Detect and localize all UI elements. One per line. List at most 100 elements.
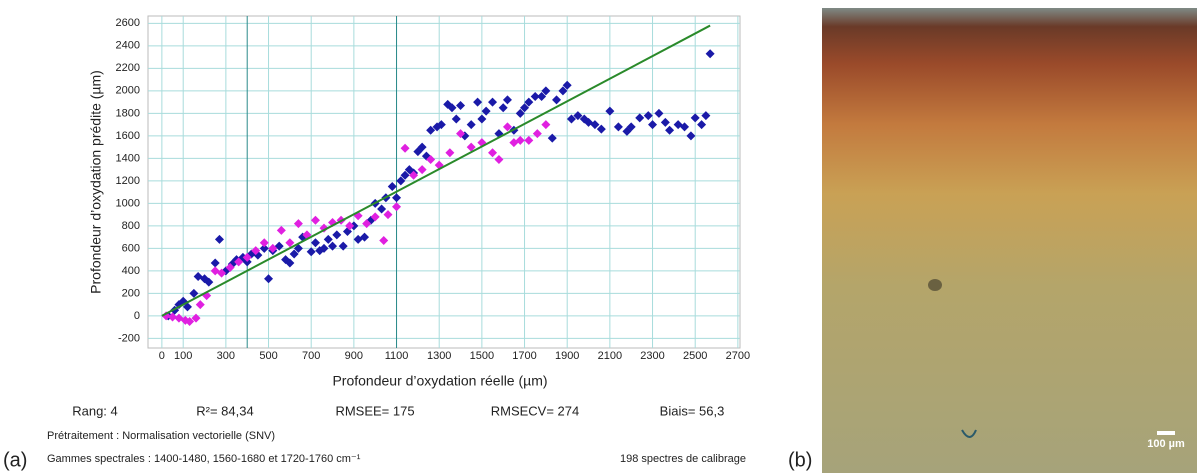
y-tick-label: 1000 <box>116 197 140 209</box>
point <box>168 312 178 322</box>
point <box>310 215 320 225</box>
panel-label: (a) <box>3 449 27 471</box>
point <box>210 258 220 268</box>
point <box>502 122 512 132</box>
point <box>573 111 583 121</box>
x-tick-label: 300 <box>217 350 235 362</box>
point <box>400 170 410 180</box>
point <box>654 108 664 118</box>
scale-bar <box>1157 431 1175 435</box>
point <box>498 103 508 113</box>
point <box>456 129 466 139</box>
y-tick-label: 1600 <box>116 130 140 142</box>
point <box>204 277 214 287</box>
y-tick-label: 2400 <box>116 40 140 52</box>
point <box>392 202 402 212</box>
point <box>660 117 670 127</box>
note: Gammes spectrales : 1400-1480, 1560-1680… <box>47 453 361 465</box>
x-tick-label: 1900 <box>555 350 579 362</box>
stat: Rang: 4 <box>72 403 118 418</box>
x-tick-label: 2300 <box>640 350 664 362</box>
x-tick-label: 700 <box>302 350 320 362</box>
point <box>520 103 530 113</box>
x-tick-label: 1700 <box>512 350 536 362</box>
x-tick-label: 1100 <box>385 350 409 362</box>
point <box>285 238 295 248</box>
x-tick-label: 2100 <box>598 350 622 362</box>
note: Prétraitement : Normalisation vectoriell… <box>47 430 275 442</box>
point <box>515 108 525 118</box>
point <box>524 97 534 107</box>
point <box>360 232 370 242</box>
point <box>383 210 393 220</box>
point <box>268 243 278 253</box>
point <box>242 252 252 262</box>
scale-label: 100 µm <box>1147 438 1185 450</box>
point <box>477 114 487 124</box>
panel-label: (b) <box>788 449 812 471</box>
y-tick-label: 400 <box>122 265 140 277</box>
point <box>225 263 235 273</box>
x-axis-title: Profondeur d’oxydation réelle (µm) <box>332 373 547 389</box>
point <box>705 49 715 59</box>
point <box>494 154 504 164</box>
x-tick-label: 1500 <box>470 350 494 362</box>
point <box>370 212 380 222</box>
fit-line <box>161 24 711 317</box>
point <box>626 122 636 132</box>
point <box>596 124 606 134</box>
point <box>377 204 387 214</box>
point <box>426 125 436 135</box>
micrograph-fiber <box>961 429 977 438</box>
x-tick-label: 0 <box>159 350 165 362</box>
point <box>562 80 572 90</box>
stat: RMSECV= 274 <box>491 403 580 418</box>
x-tick-label: 2700 <box>726 350 750 362</box>
point <box>214 234 224 244</box>
point <box>665 125 675 135</box>
y-tick-label: 800 <box>122 220 140 232</box>
point <box>323 234 333 244</box>
point <box>686 131 696 141</box>
micrograph <box>822 8 1197 473</box>
point <box>259 238 269 248</box>
point <box>319 243 329 253</box>
point <box>310 238 320 248</box>
point <box>447 103 457 113</box>
x-tick-label: 1300 <box>427 350 451 362</box>
point <box>451 114 461 124</box>
x-tick-label: 2500 <box>683 350 707 362</box>
point <box>400 143 410 153</box>
point <box>456 100 466 110</box>
plot-area <box>147 15 741 349</box>
point <box>426 154 436 164</box>
point <box>541 86 551 96</box>
point <box>690 113 700 123</box>
point <box>552 95 562 105</box>
point <box>161 311 171 321</box>
point <box>566 114 576 124</box>
y-tick-label: 2600 <box>116 17 140 29</box>
point <box>558 86 568 96</box>
point <box>466 142 476 152</box>
point <box>338 241 348 251</box>
point <box>488 148 498 158</box>
point <box>387 182 397 192</box>
point <box>293 243 303 253</box>
point <box>701 111 711 121</box>
point <box>481 106 491 116</box>
point <box>217 268 227 278</box>
point <box>417 165 427 175</box>
point <box>242 257 252 267</box>
point <box>541 120 551 130</box>
y-tick-label: 2000 <box>116 85 140 97</box>
point <box>532 129 542 139</box>
x-tick-label: 100 <box>174 350 192 362</box>
micrograph-spot <box>928 279 942 291</box>
point <box>613 122 623 132</box>
point <box>285 258 295 268</box>
point <box>643 111 653 121</box>
point <box>191 313 201 323</box>
point <box>328 241 338 251</box>
point <box>605 106 615 116</box>
